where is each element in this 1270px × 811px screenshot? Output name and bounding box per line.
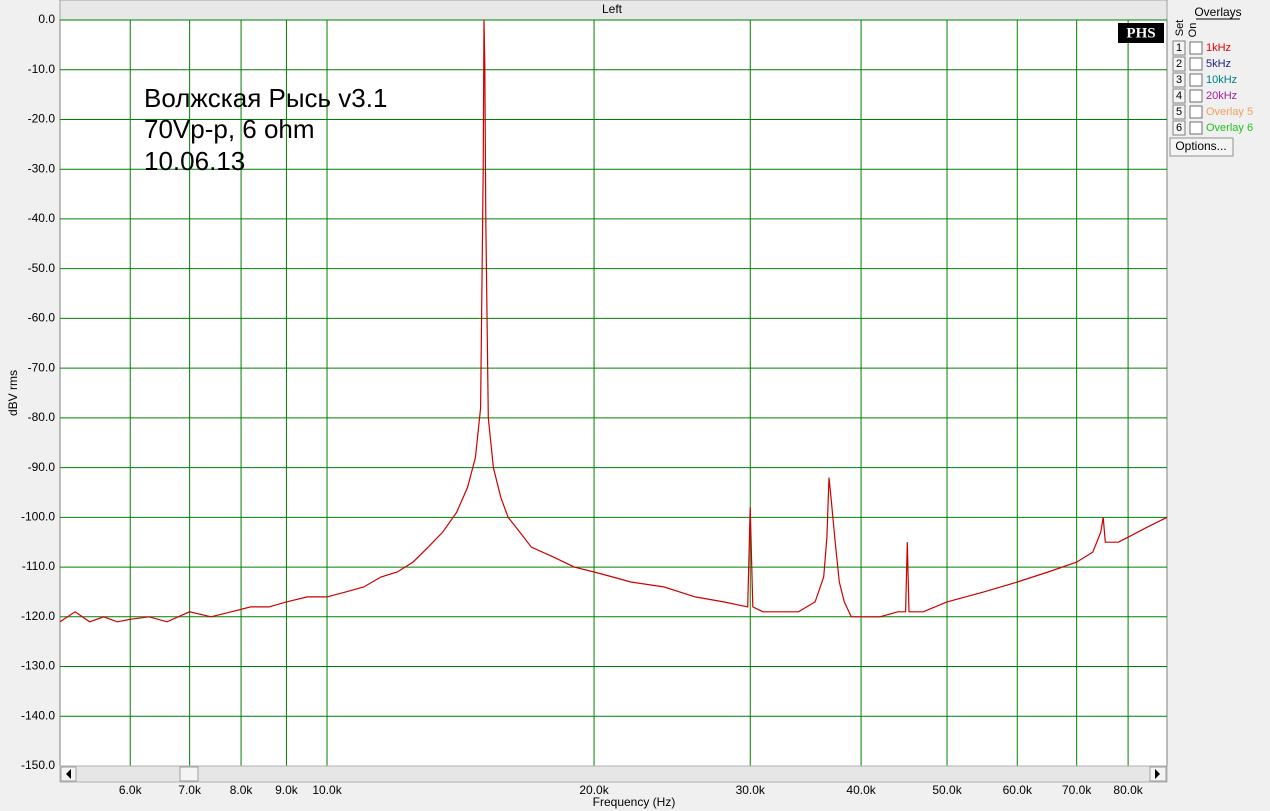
overlay-checkbox[interactable] (1189, 73, 1203, 87)
overlay-checkbox[interactable] (1189, 105, 1203, 119)
overlay-set-button[interactable] (1172, 88, 1186, 104)
overlay-title: Overlays (1194, 5, 1241, 19)
y-axis-label: dBV rms (6, 370, 20, 416)
overlay-name: 1kHz (1206, 42, 1231, 54)
x-tick-label: 6.0k (119, 783, 143, 797)
scroll-thumb[interactable] (179, 766, 199, 782)
logo: PHS (1126, 25, 1155, 41)
overlay-panel: Overlays Set On Options... 1 1kHz 2 5kHz 3 10… (1169, 5, 1253, 157)
x-tick-label: 7.0k (178, 783, 202, 797)
on-label: On (1187, 23, 1199, 38)
y-tick-label: -50.0 (28, 261, 56, 275)
x-tick-label: 20.0k (579, 783, 609, 797)
y-tick-label: -80.0 (28, 410, 56, 424)
x-tick-label: 30.0k (736, 783, 766, 797)
overlay-number: 5 (1176, 106, 1182, 118)
overlay-checkbox[interactable] (1189, 41, 1203, 55)
overlay-number: 6 (1176, 122, 1182, 134)
options-label: Options... (1175, 139, 1226, 153)
y-tick-label: -120.0 (21, 609, 55, 623)
logo-box (1118, 23, 1164, 43)
overlay-checkbox[interactable] (1189, 89, 1203, 103)
x-tick-label: 60.0k (1003, 783, 1033, 797)
y-tick-label: 0.0 (38, 12, 55, 26)
arrow-icon (66, 769, 71, 779)
x-axis-label: Frequency (Hz) (593, 795, 676, 809)
overlay-set-button[interactable] (1172, 72, 1186, 88)
annotation: 70Vp-p, 6 ohm (144, 114, 315, 144)
overlay-set-button[interactable] (1172, 40, 1186, 56)
scroll-track (59, 765, 1168, 783)
overlay-set-button[interactable] (1172, 56, 1186, 72)
chart-title: Left (602, 2, 623, 16)
overlay-name: 5kHz (1206, 58, 1231, 70)
y-tick-label: -140.0 (21, 708, 55, 722)
overlay-number: 3 (1176, 74, 1182, 86)
x-tick-label: 50.0k (932, 783, 962, 797)
overlay-number: 4 (1176, 90, 1182, 102)
y-tick-label: -90.0 (28, 460, 56, 474)
grid (60, 19, 1167, 767)
arrow-icon (1155, 769, 1160, 779)
y-tick-label: -130.0 (21, 659, 55, 673)
y-tick-label: -40.0 (28, 211, 56, 225)
scrollbar[interactable] (59, 765, 1168, 783)
overlay-name: 10kHz (1206, 74, 1237, 86)
y-tick-label: -60.0 (28, 311, 56, 325)
y-tick-label: -70.0 (28, 360, 56, 374)
y-tick-label: -110.0 (22, 559, 55, 573)
options-button[interactable] (1169, 137, 1234, 157)
set-label: Set (1174, 20, 1186, 37)
y-tick-label: -150.0 (21, 758, 55, 772)
y-tick-label: -10.0 (28, 62, 56, 76)
plot-area (59, 19, 1168, 767)
spectrum-line (59, 19, 1168, 623)
plot (59, 19, 1168, 623)
y-tick-label: -20.0 (28, 112, 56, 126)
overlay-number: 1 (1176, 42, 1182, 54)
overlay-set-button[interactable] (1172, 120, 1186, 136)
overlay-name: Overlay 6 (1206, 122, 1253, 134)
overlay-name: 20kHz (1206, 90, 1237, 102)
overlay-name: Overlay 5 (1206, 106, 1253, 118)
x-tick-label: 40.0k (846, 783, 876, 797)
overlay-checkbox[interactable] (1189, 121, 1203, 135)
x-tick-label: 70.0k (1062, 783, 1092, 797)
overlay-number: 2 (1176, 58, 1182, 70)
annotation: Волжская Рысь v3.1 (144, 83, 387, 113)
annotation: 10.06.13 (144, 146, 245, 176)
x-tick-label: 80.0k (1113, 783, 1143, 797)
y-tick-label: -30.0 (28, 161, 56, 175)
overlay-checkbox[interactable] (1189, 57, 1203, 71)
y-tick-label: -100.0 (21, 510, 55, 524)
x-tick-label: 8.0k (230, 783, 254, 797)
overlay-set-button[interactable] (1172, 104, 1186, 120)
x-tick-label: 10.0k (312, 783, 342, 797)
x-tick-label: 9.0k (275, 783, 299, 797)
